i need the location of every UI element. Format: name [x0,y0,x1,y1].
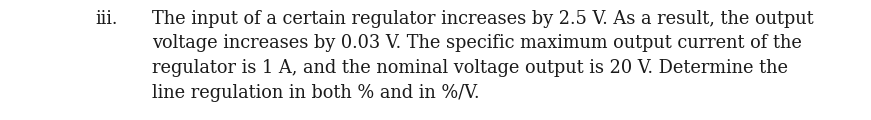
Text: voltage increases by 0.03 V. The specific maximum output current of the: voltage increases by 0.03 V. The specifi… [152,34,802,52]
Text: line regulation in both % and in %/V.: line regulation in both % and in %/V. [152,84,480,102]
Text: The input of a certain regulator increases by 2.5 V. As a result, the output: The input of a certain regulator increas… [152,10,814,28]
Text: iii.: iii. [96,10,118,28]
Text: regulator is 1 A, and the nominal voltage output is 20 V. Determine the: regulator is 1 A, and the nominal voltag… [152,59,788,77]
